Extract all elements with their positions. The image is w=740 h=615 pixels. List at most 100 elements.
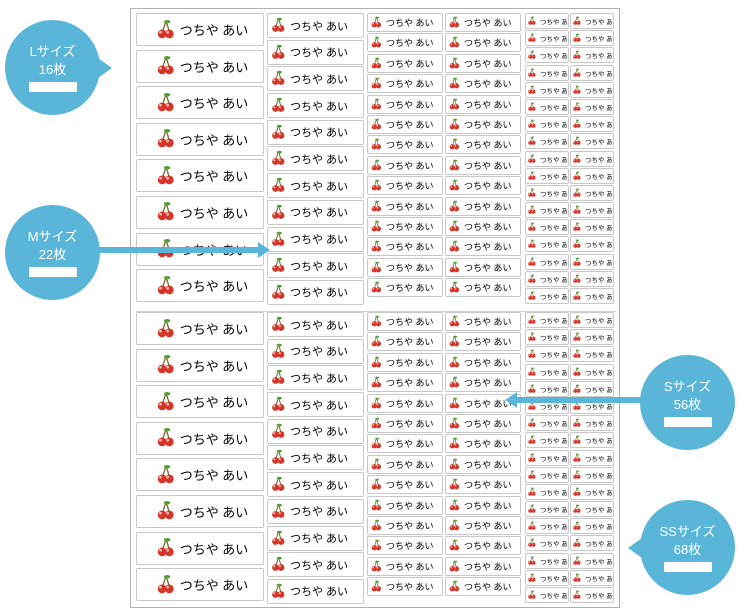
cherry-icon (527, 487, 537, 497)
name-sticker: つちや あい (570, 116, 614, 132)
sticker-text: つちや あい (464, 16, 512, 29)
name-sticker: つちや あい (525, 288, 569, 304)
name-sticker: つちや あい (570, 219, 614, 235)
cherry-icon (270, 44, 287, 61)
cherry-icon (572, 556, 582, 566)
cherry-icon (527, 315, 537, 325)
sticker-text: つちや あい (464, 281, 512, 294)
name-sticker: つちや あい (570, 364, 614, 380)
name-sticker: つちや あい (570, 185, 614, 201)
name-sticker: つちや あい (136, 312, 264, 345)
sticker-text: つちや あい (540, 291, 569, 301)
cherry-icon (270, 583, 287, 600)
name-sticker: つちや あい (445, 197, 521, 216)
cherry-icon (155, 19, 177, 41)
cherry-icon (448, 335, 461, 348)
col-S-bot: つちや あい つちや あい つちや あい つちや あい つちや あい つちや あ… (367, 312, 522, 606)
sticker-text: つちや あい (386, 77, 434, 90)
sticker-text: つちや あい (540, 205, 569, 215)
cherry-icon (527, 85, 537, 95)
name-sticker: つちや あい (570, 415, 614, 431)
name-sticker: つちや あい (367, 536, 443, 555)
cherry-icon (527, 504, 537, 514)
name-sticker: つちや あい (525, 484, 569, 500)
cherry-icon (370, 57, 383, 70)
name-sticker: つちや あい (267, 253, 364, 278)
sticker-text: つちや あい (290, 370, 348, 386)
sticker-text: つちや あい (290, 423, 348, 439)
sticker-text: つちや あい (464, 36, 512, 49)
name-sticker: つちや あい (267, 472, 364, 497)
cherry-icon (370, 281, 383, 294)
cherry-icon (448, 580, 461, 593)
sticker-text: つちや あい (585, 435, 614, 445)
name-sticker: つちや あい (445, 332, 521, 351)
cherry-icon (370, 478, 383, 491)
name-sticker: つちや あい (267, 526, 364, 551)
sticker-text: つちや あい (585, 102, 614, 112)
cherry-icon (155, 92, 177, 114)
sticker-text: つちや あい (464, 356, 512, 369)
name-sticker: つちや あい (267, 66, 364, 91)
cherry-icon (448, 397, 461, 410)
sticker-text: つちや あい (540, 590, 569, 600)
cherry-icon (527, 171, 537, 181)
sticker-text: つちや あい (585, 16, 614, 26)
cherry-icon (370, 335, 383, 348)
name-sticker: つちや あい (445, 258, 521, 277)
sticker-text: つちや あい (386, 281, 434, 294)
name-sticker: つちや あい (570, 271, 614, 287)
name-sticker: つちや あい (367, 237, 443, 256)
cherry-icon (155, 537, 177, 559)
name-sticker: つちや あい (367, 312, 443, 331)
name-sticker: つちや あい (367, 278, 443, 297)
cherry-icon (448, 16, 461, 29)
cherry-icon (572, 16, 582, 26)
cherry-icon (527, 33, 537, 43)
cherry-icon (572, 538, 582, 548)
sticker-text: つちや あい (540, 50, 569, 60)
name-sticker: つちや あい (570, 151, 614, 167)
sticker-text: つちや あい (585, 384, 614, 394)
cherry-icon (527, 50, 537, 60)
arrow-S (515, 397, 645, 403)
name-sticker: つちや あい (136, 196, 264, 229)
cherry-icon (448, 315, 461, 328)
bubble-S-count: 56枚 (640, 396, 735, 414)
col-L-bot: つちや あい つちや あい つちや あい つちや あい つちや あい つちや あ… (136, 312, 264, 606)
cherry-icon (448, 539, 461, 552)
sticker-text: つちや あい (464, 315, 512, 328)
sticker-text: つちや あい (540, 470, 569, 480)
cherry-icon (572, 367, 582, 377)
sticker-text: つちや あい (290, 317, 348, 333)
sticker-text: つちや あい (585, 136, 614, 146)
cherry-icon (370, 519, 383, 532)
cherry-icon (527, 222, 537, 232)
name-sticker: つちや あい (445, 516, 521, 535)
cherry-icon (270, 449, 287, 466)
sticker-text: つちや あい (540, 85, 569, 95)
sticker-text: つちや あい (540, 102, 569, 112)
name-sticker: つちや あい (445, 353, 521, 372)
cherry-icon (155, 427, 177, 449)
cherry-icon (527, 590, 537, 600)
sticker-text: つちや あい (540, 315, 569, 325)
sticker-text: つちや あい (464, 539, 512, 552)
sticker-text: つちや あい (386, 220, 434, 233)
cherry-icon (527, 453, 537, 463)
sticker-text: つちや あい (585, 171, 614, 181)
sticker-text: つちや あい (290, 204, 348, 220)
sticker-text: つちや あい (464, 519, 512, 532)
sticker-text: つちや あい (180, 429, 249, 448)
sticker-text: つちや あい (540, 119, 569, 129)
sticker-text: つちや あい (540, 274, 569, 284)
sticker-text: つちや あい (585, 538, 614, 548)
bubble-M: Mサイズ 22枚 (5, 205, 100, 300)
sheet-top-half: つちや あい つちや あい つちや あい つちや あい つちや あい つちや あ… (136, 13, 616, 307)
name-sticker: つちや あい (267, 280, 364, 305)
name-sticker: つちや あい (445, 237, 521, 256)
cherry-icon (155, 354, 177, 376)
sticker-text: つちや あい (464, 159, 512, 172)
sticker-text: つちや あい (386, 159, 434, 172)
sticker-text: つちや あい (585, 367, 614, 377)
